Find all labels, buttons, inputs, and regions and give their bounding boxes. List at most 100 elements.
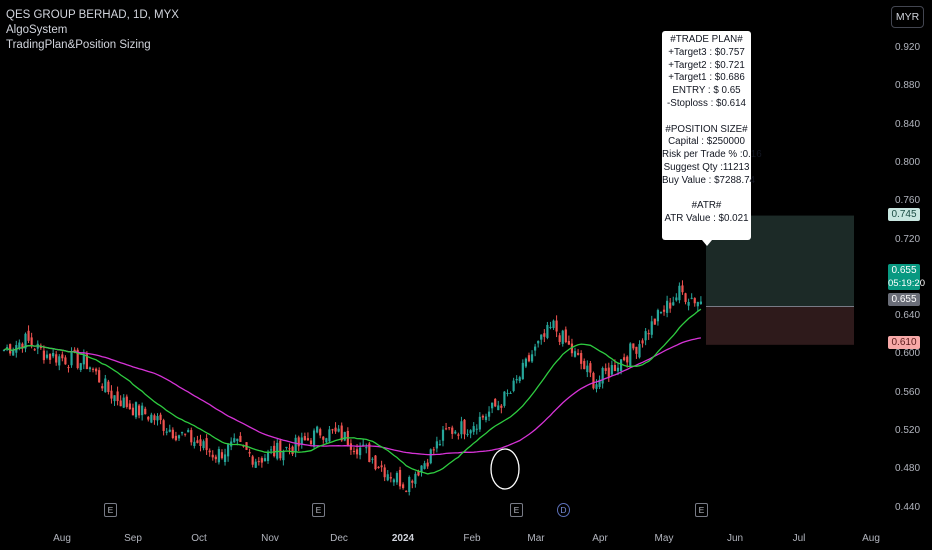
candle-body [475,428,478,430]
candle-body [67,367,70,369]
candle-body [653,318,656,325]
candle-body [448,427,451,429]
candle-body [61,354,64,359]
candle-body [122,397,125,408]
candle-body [107,381,110,392]
price-tick-label: 0.440 [895,501,921,513]
candle-body [337,428,340,432]
trade-plan-line: ATR Value : $0.021 [664,213,749,225]
trade-plan-line: Capital : $250000 [668,136,745,148]
candle-body [162,420,165,431]
candle-body [27,330,30,341]
indicator-algosystem[interactable]: AlgoSystem [6,24,68,36]
candle-body [494,399,497,407]
candle-body [205,438,208,450]
candle-body [340,425,343,441]
candle-body [325,438,328,443]
indicator-position-sizing[interactable]: TradingPlan&Position Sizing [6,39,151,51]
candle-body [279,440,282,459]
candle-body [561,330,564,344]
candle-body [552,320,555,329]
candle-body [589,363,592,373]
candle-body [592,372,595,389]
candle-body [184,433,187,435]
candle-body [540,334,543,340]
candle-body [70,352,73,366]
candle-body [137,405,141,416]
time-tick-label: Apr [592,533,608,544]
trade-plan-line: #POSITION SIZE# [665,123,748,135]
candle-body [300,437,303,445]
trade-plan-line: ENTRY : $ 0.65 [672,85,741,97]
candle-body [638,344,641,358]
price-tick-label: 0.520 [895,425,921,436]
candle-body [12,349,15,356]
candle-body [113,395,116,402]
candle-body [171,429,174,438]
currency-button[interactable]: MYR [891,6,924,28]
candle-body [469,430,472,434]
time-tick-label: Nov [261,533,279,544]
time-tick-label: Feb [463,533,481,544]
earnings-event-icon[interactable]: E [312,503,325,517]
trade-plan-line: Risk per Trade % :0.16 [662,149,762,161]
candle-body [374,455,377,470]
candle-body [190,430,193,443]
earnings-event-icon[interactable]: E [510,503,523,517]
candle-body [555,320,558,332]
time-tick-label: Jul [792,533,806,544]
trade-plan-line: +Target2 : $0.721 [668,59,745,71]
candle-body [331,429,334,431]
candle-body [288,448,291,450]
candle-body [595,384,598,389]
candle-body [451,427,454,434]
candle-body [5,347,9,349]
trade-plan-line: +Target3 : $0.757 [668,46,745,58]
earnings-event-icon[interactable]: E [104,503,117,517]
close-price-tag: 0.655 [888,293,920,306]
candle-body [402,484,405,488]
candle-body [610,365,613,375]
candle-body [386,474,389,481]
candle-body [239,435,242,442]
candle-body [607,367,610,377]
candle-body [18,342,21,349]
candle-body [515,379,518,381]
price-tick-label: 0.640 [895,310,921,322]
candle-body [30,337,33,347]
candle-body [598,379,601,388]
candle-body [675,297,678,301]
candle-body [260,458,263,463]
stop-price-tag: 0.610 [888,336,920,349]
earnings-event-icon[interactable]: E [695,503,708,517]
candle-body [263,458,267,462]
candle-body [291,446,294,455]
candle-body [362,444,365,446]
candle-body [524,358,527,367]
candle-body [650,321,653,335]
candle-body [52,352,55,357]
candle-body [21,343,24,349]
candle-body [484,416,488,421]
candle-body [570,343,574,354]
candle-body [98,370,101,383]
price-tick-label: 0.880 [895,80,921,92]
candle-body [9,344,12,354]
candle-body [352,451,356,453]
candle-body [251,456,254,465]
dividend-event-icon[interactable]: D [557,503,570,517]
candle-body [662,309,666,312]
price-tick-label: 0.720 [895,233,921,245]
candle-body [134,402,138,418]
candle-body [211,454,214,458]
candle-body [48,353,52,360]
candle-body [220,452,224,459]
candle-body [481,415,485,418]
candle-body [371,458,374,460]
candle-body [509,392,512,394]
candle-body [641,340,644,344]
candle-body [687,301,690,306]
last-price-tag: 0.655 05:19:20 [888,264,925,290]
